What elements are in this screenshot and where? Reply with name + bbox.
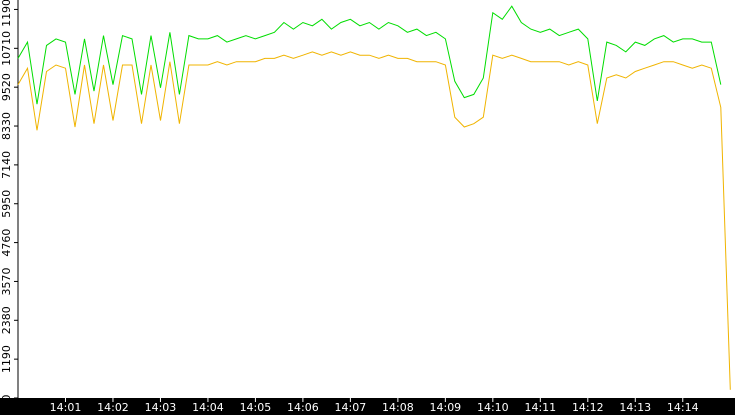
x-tick-label: 14:06 (287, 401, 319, 414)
y-tick-label: 2380 (0, 306, 13, 334)
y-tick-label: 10710 (0, 31, 13, 66)
x-tick-label: 14:12 (572, 401, 604, 414)
x-tick-label: 14:05 (240, 401, 272, 414)
x-tick-label: 14:08 (382, 401, 414, 414)
y-tick-label: 3570 (0, 267, 13, 295)
y-tick-label: 5950 (0, 190, 13, 218)
x-tick-label: 14:14 (667, 401, 699, 414)
y-tick-label: 7140 (0, 151, 13, 179)
x-axis-bar (0, 398, 735, 415)
x-tick-label: 14:09 (429, 401, 461, 414)
x-tick-label: 14:11 (524, 401, 556, 414)
x-tick-label: 14:07 (335, 401, 367, 414)
y-tick-label: 1190 (0, 345, 13, 373)
series-line (17, 51, 731, 390)
x-tick-label: 14:02 (97, 401, 129, 414)
y-tick-label: 4760 (0, 229, 13, 257)
x-tick-label: 14:13 (619, 401, 651, 414)
y-tick-label: 11901 (0, 0, 13, 27)
x-tick-label: 14:01 (50, 401, 82, 414)
x-tick-label: 14:03 (145, 401, 177, 414)
x-tick-label: 14:04 (192, 401, 224, 414)
series-line (17, 5, 722, 105)
y-tick-label: 8330 (0, 112, 13, 140)
y-tick-label: 0 (0, 395, 13, 402)
y-tick-label: 9520 (0, 73, 13, 101)
x-tick-label: 14:10 (477, 401, 509, 414)
